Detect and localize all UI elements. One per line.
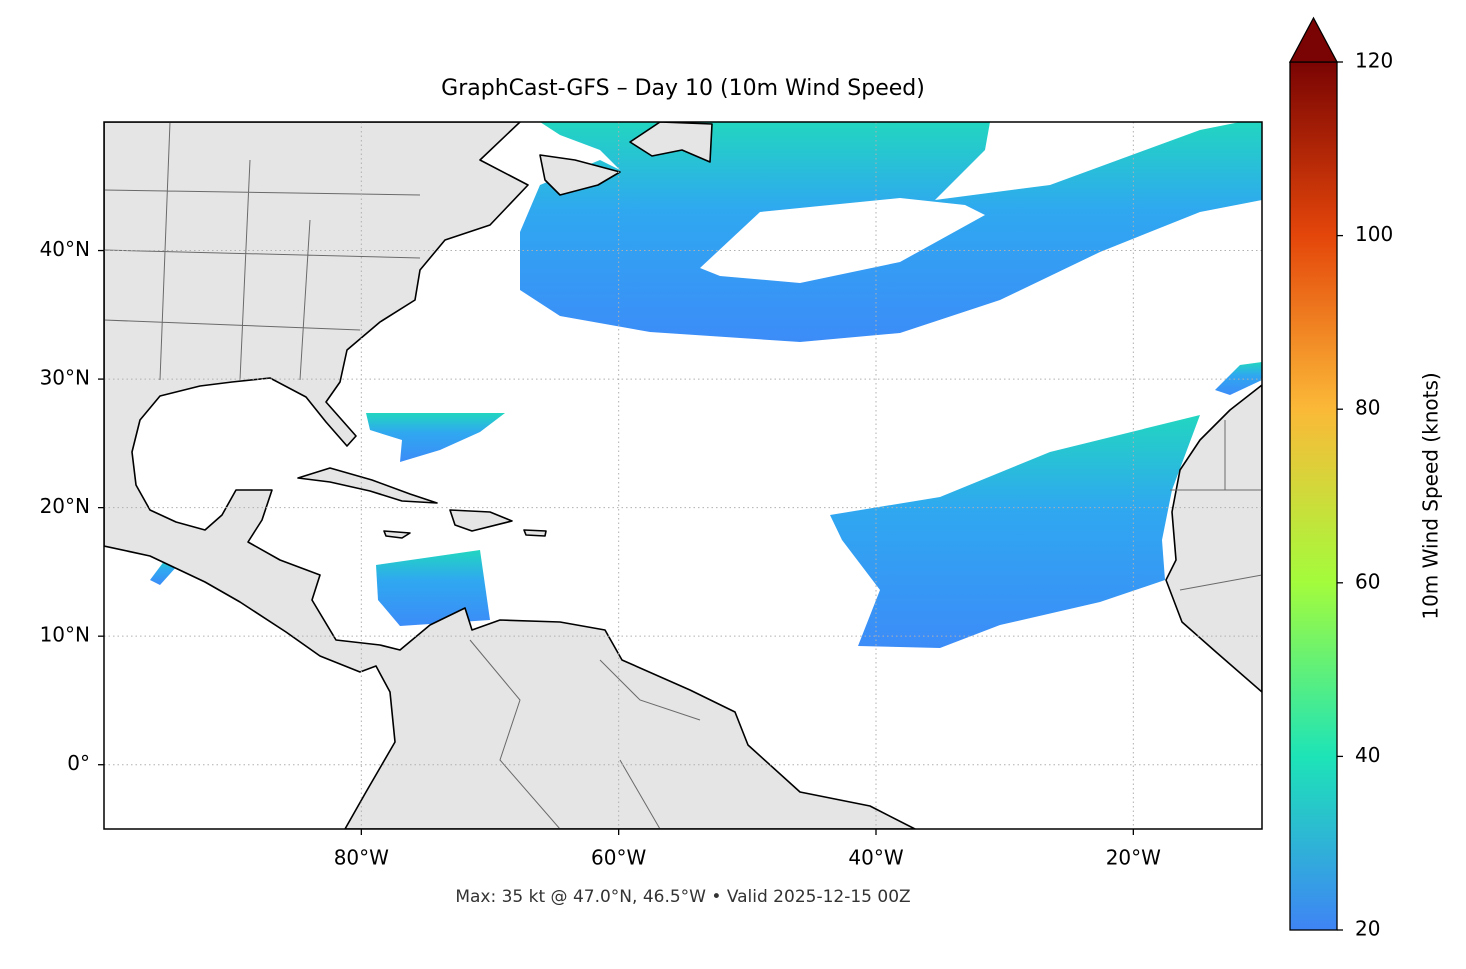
- wind-field: [1215, 362, 1262, 395]
- island: [523, 529, 547, 537]
- island: [629, 122, 713, 163]
- map-area: [104, 122, 1262, 829]
- y-tick-label: 30°N: [40, 366, 90, 390]
- colorbar-extend: [1288, 16, 1339, 63]
- wind-field: [376, 550, 490, 626]
- land: [104, 122, 916, 829]
- x-tick-label: 60°W: [591, 846, 646, 870]
- y-tick-label: 10°N: [40, 623, 90, 647]
- grid: [104, 122, 1262, 829]
- island: [449, 509, 513, 532]
- map-title: GraphCast-GFS – Day 10 (10m Wind Speed): [441, 76, 925, 101]
- map-footer: Max: 35 kt @ 47.0°N, 46.5°W • Valid 2025…: [455, 887, 910, 907]
- wind-field: [830, 415, 1200, 648]
- x-tick-label: 20°W: [1106, 846, 1161, 870]
- colorbar: [1289, 61, 1338, 931]
- x-tick-label: 80°W: [334, 846, 389, 870]
- x-tick-label: 40°W: [848, 846, 903, 870]
- map-frame: [103, 121, 1263, 830]
- colorbar-tick-label: 60: [1355, 569, 1380, 593]
- colorbar-tick-label: 40: [1355, 743, 1380, 767]
- island: [383, 530, 411, 539]
- wind-field: [366, 413, 505, 462]
- island: [539, 154, 621, 196]
- colorbar-tick-label: 100: [1355, 222, 1393, 246]
- colorbar-tick-label: 120: [1355, 49, 1393, 73]
- land: [1165, 384, 1262, 693]
- island: [297, 467, 438, 504]
- colorbar-label: 10m Wind Speed (knots): [1419, 372, 1443, 619]
- colorbar-tick-label: 20: [1355, 917, 1380, 941]
- colorbar-tick-label: 80: [1355, 396, 1380, 420]
- wind-field: [520, 122, 1262, 342]
- y-tick-label: 20°N: [40, 494, 90, 518]
- y-tick-label: 40°N: [40, 237, 90, 261]
- y-tick-label: 0°: [67, 751, 90, 775]
- border: [104, 122, 1262, 829]
